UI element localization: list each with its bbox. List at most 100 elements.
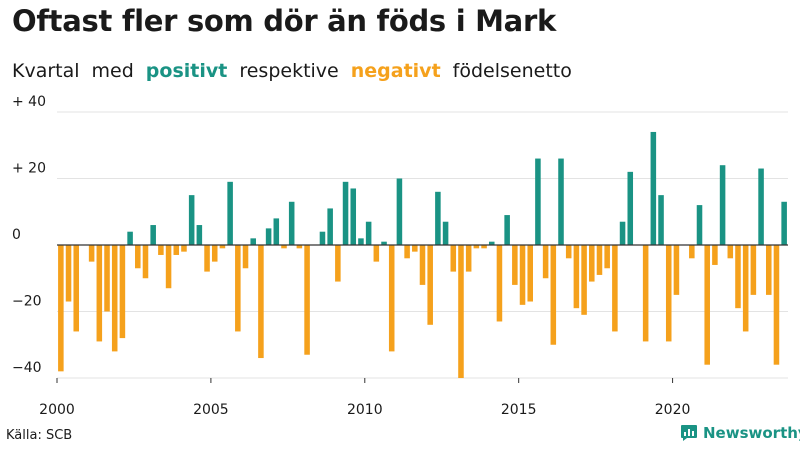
- bar: [719, 165, 726, 245]
- bar: [673, 245, 680, 295]
- bar: [104, 245, 110, 312]
- bar: [504, 215, 510, 245]
- x-tick-label: 2010: [347, 402, 383, 418]
- bar: [150, 225, 156, 245]
- bar: [181, 245, 187, 252]
- axis-label-layer: + 40 + 20 0 −20 −40 2000 2005 2010 2015 2020: [12, 94, 690, 418]
- bar: [527, 245, 533, 302]
- bar: [612, 245, 618, 332]
- bar: [281, 245, 287, 249]
- bar-layer: [57, 131, 788, 378]
- bar: [535, 158, 541, 245]
- bar: [696, 205, 703, 245]
- bar: [665, 245, 672, 342]
- subtitle-text-fodelsenetto: födelsenetto: [452, 60, 572, 82]
- bar: [265, 228, 272, 246]
- bar: [412, 245, 418, 252]
- bar: [327, 208, 333, 245]
- bar: [727, 245, 734, 259]
- bar: [488, 241, 495, 245]
- subtitle-positive-word: positivt: [145, 60, 228, 82]
- bar: [765, 245, 772, 295]
- bar: [589, 245, 595, 282]
- bar: [689, 245, 695, 259]
- bar: [342, 181, 349, 245]
- y-tick-label: −40: [12, 360, 42, 376]
- newsworthy-logo-text: Newsworthy: [703, 424, 800, 442]
- y-tick-label: 0: [12, 227, 21, 243]
- bar: [658, 195, 664, 246]
- bar: [473, 245, 480, 249]
- x-tick-label: 2020: [655, 402, 691, 418]
- bar: [550, 245, 557, 345]
- bar: [65, 245, 72, 302]
- bar: [758, 168, 764, 245]
- bar: [427, 245, 433, 325]
- bar: [565, 245, 572, 259]
- bar: [135, 245, 141, 269]
- bar: [204, 245, 210, 272]
- bar: [442, 221, 449, 245]
- bar: [258, 245, 264, 359]
- bar: [58, 245, 64, 372]
- chart-title: Oftast fler som dör än föds i Mark: [12, 4, 556, 38]
- bar: [650, 131, 657, 245]
- bar: [604, 245, 610, 269]
- y-tick-label: −20: [12, 294, 42, 310]
- bar: [419, 245, 426, 285]
- bar: [142, 245, 149, 279]
- bar: [335, 245, 341, 282]
- bar: [381, 241, 387, 245]
- grid-layer: [57, 111, 788, 379]
- bar: [704, 245, 710, 365]
- bar: [519, 245, 526, 305]
- subtitle-text-respektive: respektive: [239, 60, 339, 82]
- bar: [173, 245, 180, 255]
- bar: [165, 245, 172, 289]
- bar: [596, 245, 603, 275]
- bar: [773, 245, 780, 365]
- newsworthy-logo-icon: [681, 425, 697, 441]
- bar: [496, 245, 503, 322]
- bar: [227, 181, 233, 245]
- bar: [219, 245, 226, 249]
- x-tick-label: 2015: [501, 402, 537, 418]
- subtitle-text-kvartal: Kvartal: [12, 60, 80, 82]
- bar: [111, 245, 118, 352]
- x-tick-label: 2005: [193, 402, 229, 418]
- bar: [188, 195, 195, 246]
- bar: [273, 218, 280, 245]
- newsworthy-logo: Newsworthy: [680, 424, 800, 442]
- bar: [396, 178, 403, 245]
- bar: [619, 221, 626, 245]
- bar: [73, 245, 80, 332]
- bar: [542, 245, 549, 279]
- y-tick-label: + 40: [12, 94, 46, 110]
- x-tick-label: 2000: [39, 402, 75, 418]
- subtitle-negative-word: negativt: [350, 60, 441, 82]
- bar: [350, 188, 357, 245]
- bar: [512, 245, 518, 285]
- bar: [735, 245, 741, 309]
- bar: [450, 245, 457, 272]
- bar: [235, 245, 241, 332]
- bar: [242, 245, 249, 269]
- source-note: Källa: SCB: [6, 428, 73, 443]
- bar: [250, 238, 256, 245]
- bar: [581, 245, 587, 315]
- bar: [358, 238, 364, 245]
- bar: [127, 231, 133, 245]
- bar: [211, 245, 218, 262]
- bar: [558, 158, 564, 245]
- bar: [435, 191, 441, 245]
- bar: [296, 245, 303, 249]
- bar: [196, 225, 203, 245]
- bar: [319, 231, 326, 245]
- bar: [96, 245, 103, 342]
- bar: [365, 221, 372, 245]
- bar: [642, 245, 649, 342]
- bar: [573, 245, 580, 309]
- bar: [712, 245, 718, 265]
- bar: [481, 245, 487, 249]
